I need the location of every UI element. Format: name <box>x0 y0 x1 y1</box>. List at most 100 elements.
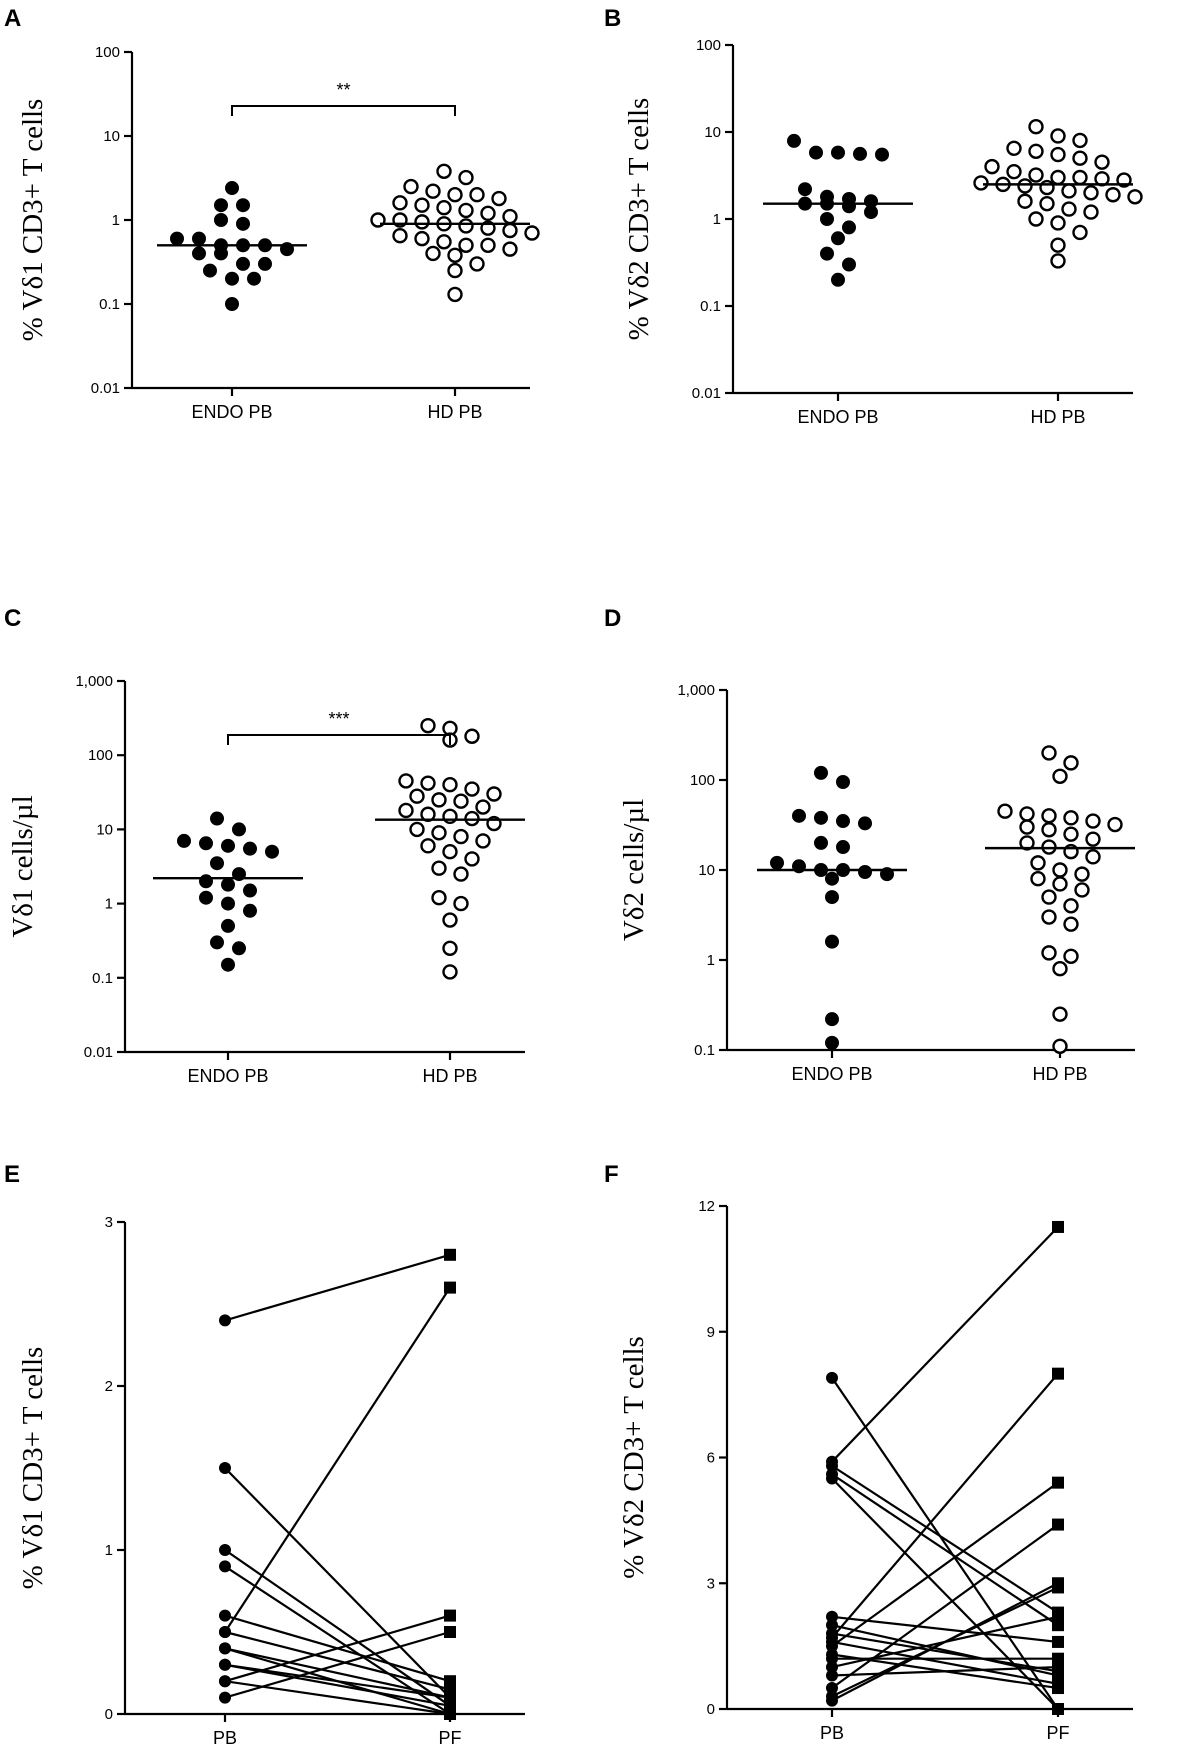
paired-line <box>831 1523 1059 1689</box>
data-point-filled <box>820 246 834 261</box>
data-point-open <box>469 256 485 272</box>
data-point-open <box>1050 146 1066 163</box>
data-point-filled <box>243 903 257 918</box>
data-point-open <box>469 187 485 203</box>
data-point-open <box>436 234 452 250</box>
y-tick-label: 10 <box>96 821 113 838</box>
y-tick-label: 1 <box>105 1542 113 1559</box>
data-point-filled <box>836 814 850 829</box>
data-point-open <box>1083 204 1099 220</box>
data-point-open <box>1050 128 1066 144</box>
panel-letter-a: A <box>4 5 21 32</box>
y-axis-title: % Vδ2 CD3+ T cells <box>618 1336 650 1579</box>
data-point-open <box>447 187 463 203</box>
data-point-open <box>502 208 518 225</box>
data-point-open <box>464 851 480 867</box>
data-point-open <box>431 860 447 876</box>
y-tick-label: 100 <box>88 747 113 764</box>
x-category-label: PB <box>820 1723 844 1743</box>
data-point-filled <box>221 896 235 911</box>
data-point-open <box>1063 826 1079 842</box>
data-point-open <box>1052 1038 1068 1054</box>
data-point-open <box>436 163 452 179</box>
pb-point <box>826 1694 838 1707</box>
y-tick-label: 100 <box>95 44 120 61</box>
y-axis-title: Vδ2 cells/µl <box>618 799 650 941</box>
data-point-open <box>1052 1006 1068 1022</box>
data-point-filled <box>858 865 872 880</box>
data-point-open <box>1061 183 1077 199</box>
data-point-filled <box>265 844 279 859</box>
data-point-open <box>398 802 414 819</box>
data-point-open <box>458 218 474 234</box>
pb-point <box>826 1472 838 1485</box>
data-point-open <box>409 821 425 838</box>
data-point-filled <box>210 811 224 826</box>
data-point-open <box>425 183 441 199</box>
y-axis-title: Vδ1 cells/µl <box>7 795 39 937</box>
data-point-filled <box>787 133 801 148</box>
data-point-filled <box>243 841 257 856</box>
data-point-open <box>1063 916 1079 932</box>
panel-e-chart: 0 1 2 3 PB PF % Vδ1 CD3+ T cells <box>17 1214 525 1748</box>
panel-letter-f: F <box>604 1161 619 1188</box>
data-point-filled <box>825 1012 839 1027</box>
data-point-open <box>1041 909 1057 925</box>
data-point-open <box>1105 187 1121 203</box>
panel-c-chart: 0.01 0.1 1 10 100 1,000 ENDO PB HD PB Vδ1 cells/… <box>7 673 525 1086</box>
y-tick-label: 0.1 <box>694 1042 715 1059</box>
data-point-open <box>1063 755 1079 771</box>
paired-line <box>831 1624 1059 1677</box>
data-point-filled <box>842 199 856 214</box>
paired-line <box>224 1614 451 1683</box>
panel-letter-d: D <box>604 605 621 632</box>
pb-point <box>826 1640 838 1653</box>
panel-b-chart: 0.01 0.1 1 10 100 ENDO PB HD PB % Vδ2 CD3+ T ce… <box>623 37 1143 427</box>
data-point-open <box>447 286 463 303</box>
data-point-open <box>409 788 425 804</box>
x-category-label: HD PB <box>1030 407 1085 427</box>
data-point-filled <box>798 182 812 197</box>
data-point-open <box>1072 224 1088 241</box>
x-category-label: HD PB <box>427 402 482 422</box>
data-point-filled <box>214 246 228 261</box>
pb-point <box>826 1459 838 1472</box>
data-point-filled <box>221 838 235 853</box>
data-point-open <box>447 247 463 263</box>
data-point-open <box>447 262 463 279</box>
pb-point <box>826 1682 838 1695</box>
panel-d-chart: 0.1 1 10 100 1,000 ENDO PB HD PB Vδ2 cells/µl <box>618 682 1135 1084</box>
pb-point <box>826 1661 838 1674</box>
data-point-filled <box>770 855 784 870</box>
data-point-open <box>458 169 474 186</box>
significance-label: *** <box>328 709 349 729</box>
paired-line <box>224 1286 451 1633</box>
y-tick-label: 3 <box>105 1214 113 1231</box>
data-point-open <box>414 214 430 230</box>
data-point-open <box>420 775 436 791</box>
data-point-filled <box>203 263 217 278</box>
y-tick-label: 1,000 <box>677 682 715 699</box>
data-point-open <box>1041 822 1057 838</box>
pf-point <box>1052 1661 1064 1674</box>
pf-point <box>444 1281 456 1294</box>
y-tick-label: 0.1 <box>99 296 120 313</box>
data-point-filled <box>836 840 850 855</box>
data-point-open <box>1050 253 1066 269</box>
data-point-open <box>524 225 540 241</box>
y-tick-label: 0 <box>707 1701 715 1718</box>
paired-line <box>831 1665 1059 1677</box>
y-tick-label: 1 <box>713 211 721 228</box>
panel-letter-c: C <box>4 605 21 632</box>
pf-point <box>1052 1682 1064 1695</box>
data-point-open <box>1052 876 1068 892</box>
data-point-open <box>1074 866 1090 882</box>
data-point-open <box>458 237 474 253</box>
data-point-filled <box>247 271 261 286</box>
pb-point <box>826 1610 838 1623</box>
significance-bracket <box>231 105 456 116</box>
data-point-open <box>1085 849 1101 865</box>
pb-point <box>219 1609 231 1622</box>
data-point-open <box>1072 169 1088 186</box>
pb-point <box>219 1658 231 1671</box>
